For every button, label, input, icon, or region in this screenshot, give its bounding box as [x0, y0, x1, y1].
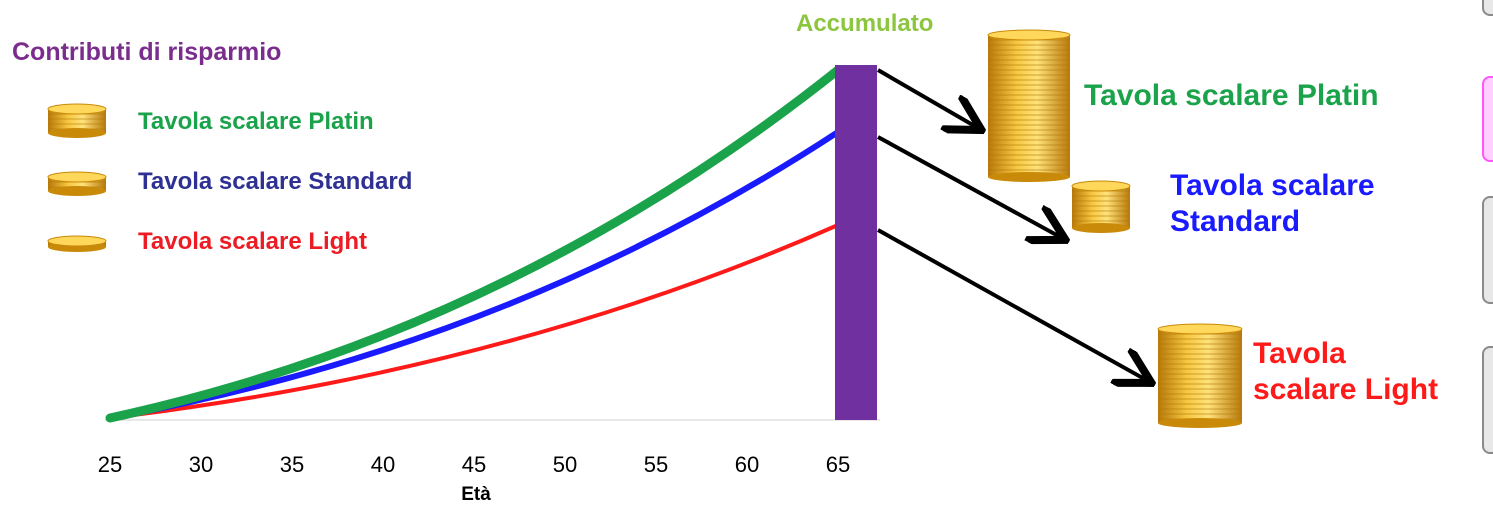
arrow-2 — [877, 228, 1148, 381]
series-lines — [105, 65, 843, 423]
arrow-0 — [876, 68, 978, 128]
outcome-standard-label: Tavola scalare Standard — [1170, 168, 1375, 240]
outcome-standard-line2: Standard — [1170, 205, 1301, 238]
legend-title: Contributi di risparmio — [12, 38, 282, 66]
outcome-light-line1: Tavola — [1253, 337, 1346, 370]
side-tab-2[interactable] — [1482, 76, 1493, 162]
legend-coin-light-icon — [47, 235, 107, 252]
coin-bottom — [988, 172, 1070, 182]
x-axis: 25 30 35 40 45 50 55 60 65 Età — [98, 419, 880, 505]
x-axis-title: Età — [461, 484, 491, 505]
coin-top — [987, 29, 1071, 41]
coin-bottom — [1158, 418, 1242, 428]
outcome-light-line2: scalare Light — [1253, 373, 1439, 406]
outcome-light-label: Tavola scalare Light — [1253, 336, 1438, 408]
side-tab-4[interactable] — [1482, 346, 1493, 454]
x-tick-label: 55 — [644, 452, 668, 477]
coin-body — [1158, 329, 1242, 423]
accumulation-bar-group — [835, 65, 877, 420]
coin-top — [47, 171, 107, 183]
coin-stacks — [47, 29, 1243, 428]
coin-body — [1072, 186, 1130, 228]
coin-top — [47, 235, 107, 247]
legend-coin-standard-icon — [47, 171, 107, 196]
coin-top — [1157, 323, 1243, 335]
outcome-platin-label: Tavola scalare Platin — [1084, 79, 1379, 112]
side-tab-1[interactable] — [1482, 0, 1493, 16]
series-line-middle — [107, 129, 841, 421]
coin-body — [988, 35, 1070, 177]
outcome-standard-line1: Tavola scalare — [1170, 169, 1375, 202]
outcome-coin-standard-icon — [1071, 180, 1131, 233]
x-tick-label: 45 — [462, 452, 486, 477]
x-tick-label: 35 — [280, 452, 304, 477]
series-line-lowest — [108, 223, 840, 420]
arrows — [876, 68, 1148, 381]
coin-bottom — [1072, 223, 1130, 233]
coin-bottom — [48, 186, 106, 196]
outcome-coin-platin-icon — [987, 29, 1071, 182]
series-line-highest — [105, 65, 843, 423]
x-tick-label: 25 — [98, 452, 122, 477]
x-tick-label: 40 — [371, 452, 395, 477]
legend-item-light: Tavola scalare Light — [138, 228, 367, 255]
coin-top — [1071, 180, 1131, 192]
coin-bottom — [48, 128, 106, 138]
accumulation-bar — [835, 65, 877, 420]
accumulato-label: Accumulato — [796, 10, 934, 37]
legend-item-standard: Tavola scalare Standard — [138, 168, 413, 195]
x-tick-label: 60 — [735, 452, 759, 477]
outcome-coin-light-icon — [1157, 323, 1243, 428]
x-tick-label: 65 — [826, 452, 850, 477]
side-tab-3[interactable] — [1482, 196, 1493, 304]
arrow-1 — [877, 135, 1062, 238]
x-tick-label: 50 — [553, 452, 577, 477]
x-tick-label: 30 — [189, 452, 213, 477]
coin-top — [47, 103, 107, 115]
legend-item-platin: Tavola scalare Platin — [138, 108, 374, 135]
legend-coin-platin-icon — [47, 103, 107, 138]
